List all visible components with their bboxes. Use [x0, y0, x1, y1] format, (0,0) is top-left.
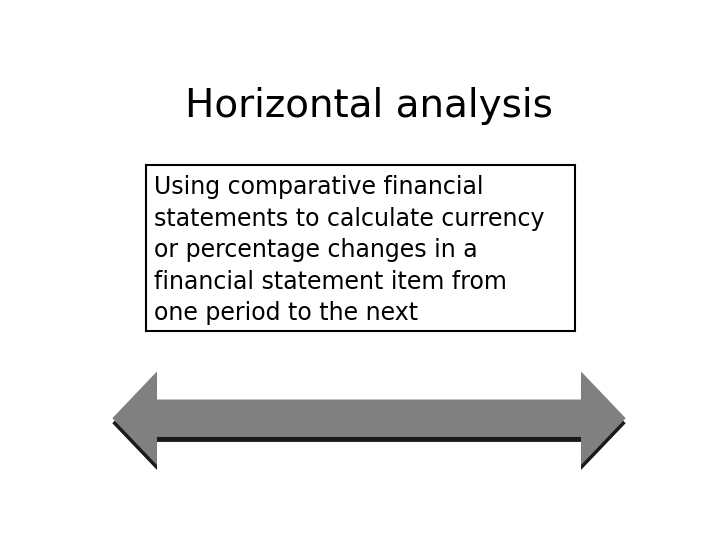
Bar [145, 165, 575, 331]
Text: Horizontal analysis: Horizontal analysis [185, 87, 553, 125]
Polygon shape [112, 376, 626, 470]
Polygon shape [112, 372, 626, 465]
Text: Using comparative financial
statements to calculate currency
or percentage chang: Using comparative financial statements t… [154, 175, 544, 326]
